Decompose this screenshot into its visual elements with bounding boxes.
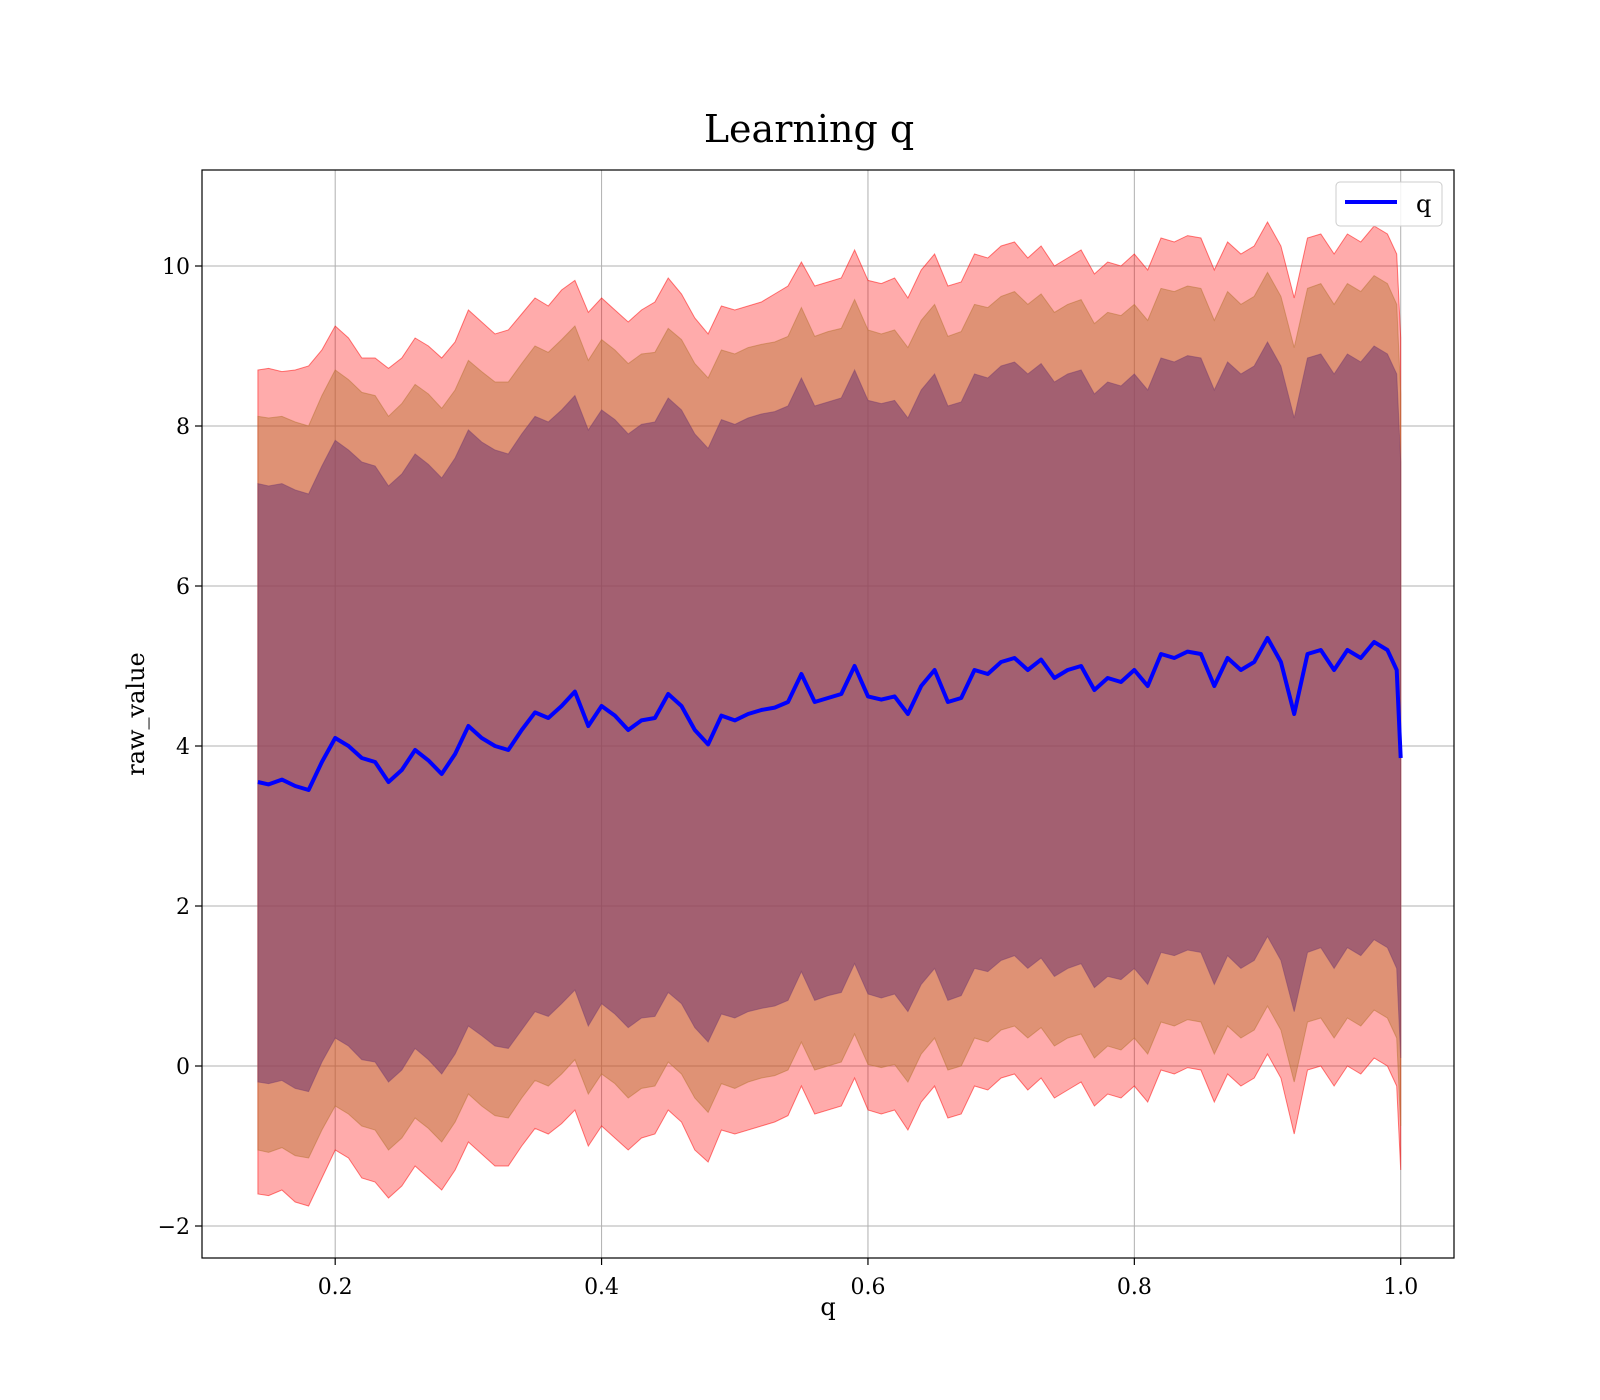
plot-frame <box>201 169 1455 1259</box>
y-tick-label: −2 <box>158 1215 190 1240</box>
legend: q <box>1335 181 1443 227</box>
x-tick-label: 0.4 <box>584 1275 619 1300</box>
x-tick-label: 0.6 <box>850 1275 885 1300</box>
confidence-bands <box>257 220 1402 1207</box>
x-axis-ticks: 0.2 0.4 0.6 0.8 1.0 <box>318 1258 1418 1300</box>
y-tick-label: 0 <box>176 1055 190 1080</box>
y-tick-label: 6 <box>176 575 190 600</box>
y-tick-label: 2 <box>176 895 190 920</box>
x-tick-label: 0.8 <box>1117 1275 1152 1300</box>
y-axis-label: raw_value <box>122 652 150 776</box>
y-tick-label: 10 <box>162 255 190 280</box>
legend-label-q: q <box>1416 190 1431 218</box>
y-tick-label: 8 <box>176 415 190 440</box>
x-tick-label: 0.2 <box>318 1275 353 1300</box>
x-tick-label: 1.0 <box>1383 1275 1418 1300</box>
mean-line-group <box>257 636 1403 792</box>
chart-title: Learning q <box>704 107 914 151</box>
y-tick-label: 4 <box>176 735 190 760</box>
y-axis-ticks: −2 0 2 4 6 8 10 <box>158 255 202 1240</box>
x-axis-label: q <box>820 1293 835 1321</box>
mean-line-q <box>257 636 1403 792</box>
inner-band <box>257 340 1402 1093</box>
